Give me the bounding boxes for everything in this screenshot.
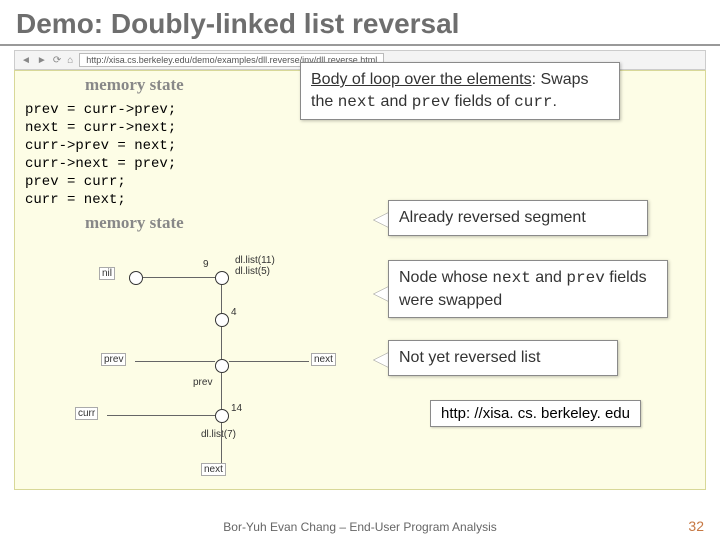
callout-text: and bbox=[376, 93, 412, 110]
memory-diagram: nil 9 dl.list(11) dl.list(5) 4 prev next… bbox=[65, 241, 385, 481]
back-icon[interactable]: ◄ bbox=[21, 55, 31, 66]
callout-text: Node whose bbox=[399, 269, 492, 286]
diagram-edge bbox=[221, 285, 222, 313]
diagram-side-label: dl.list(11) dl.list(5) bbox=[235, 255, 275, 277]
home-icon[interactable]: ⌂ bbox=[67, 55, 73, 66]
callout-mono: next bbox=[338, 93, 376, 111]
callout-body-of-loop: Body of loop over the elements: Swaps th… bbox=[300, 62, 620, 120]
callout-mono: curr bbox=[514, 93, 552, 111]
diagram-edge bbox=[143, 277, 215, 278]
source-link[interactable]: http: //xisa. cs. berkeley. edu bbox=[430, 400, 641, 427]
callout-not-reversed: Not yet reversed list bbox=[388, 340, 618, 376]
callout-title: Body of loop over the elements bbox=[311, 71, 532, 88]
page-number: 32 bbox=[688, 518, 704, 534]
diagram-num-4: 4 bbox=[231, 307, 237, 318]
callout-reversed-segment: Already reversed segment bbox=[388, 200, 648, 236]
diagram-edge bbox=[229, 361, 309, 362]
diagram-curr-label: curr bbox=[75, 407, 98, 420]
diagram-next-bottom: next bbox=[201, 463, 226, 476]
footer-text: Bor-Yuh Evan Chang – End-User Program An… bbox=[0, 520, 720, 534]
diagram-edge bbox=[221, 423, 222, 463]
diagram-edge bbox=[221, 373, 222, 409]
forward-icon[interactable]: ► bbox=[37, 55, 47, 66]
diagram-nil-label: nil bbox=[99, 267, 115, 280]
diagram-edge bbox=[107, 415, 215, 416]
diagram-prev-small: prev bbox=[193, 377, 212, 388]
diagram-node bbox=[129, 271, 143, 285]
code-block: prev = curr->prev; next = curr->next; cu… bbox=[25, 101, 176, 209]
diagram-edge bbox=[221, 327, 222, 359]
memory-state-label-1: memory state bbox=[85, 75, 184, 95]
diagram-node bbox=[215, 271, 229, 285]
diagram-node bbox=[215, 409, 229, 423]
diagram-prev-label: prev bbox=[101, 353, 126, 366]
diagram-node bbox=[215, 359, 229, 373]
callout-swapped-node: Node whose next and prev fields were swa… bbox=[388, 260, 668, 318]
page-title: Demo: Doubly-linked list reversal bbox=[0, 0, 720, 46]
diagram-num-9: 9 bbox=[203, 259, 209, 270]
reload-icon[interactable]: ⟳ bbox=[53, 55, 61, 66]
diagram-next-label: next bbox=[311, 353, 336, 366]
diagram-dllist7: dl.list(7) bbox=[201, 429, 236, 440]
diagram-num-14: 14 bbox=[231, 403, 242, 414]
diagram-edge bbox=[135, 361, 215, 362]
callout-text: and bbox=[531, 269, 567, 286]
callout-mono: next bbox=[492, 269, 530, 287]
memory-state-label-2: memory state bbox=[85, 213, 184, 233]
callout-mono: prev bbox=[412, 93, 450, 111]
diagram-node bbox=[215, 313, 229, 327]
callout-mono: prev bbox=[566, 269, 604, 287]
callout-text: . bbox=[553, 93, 557, 110]
callout-text: fields of bbox=[450, 93, 514, 110]
